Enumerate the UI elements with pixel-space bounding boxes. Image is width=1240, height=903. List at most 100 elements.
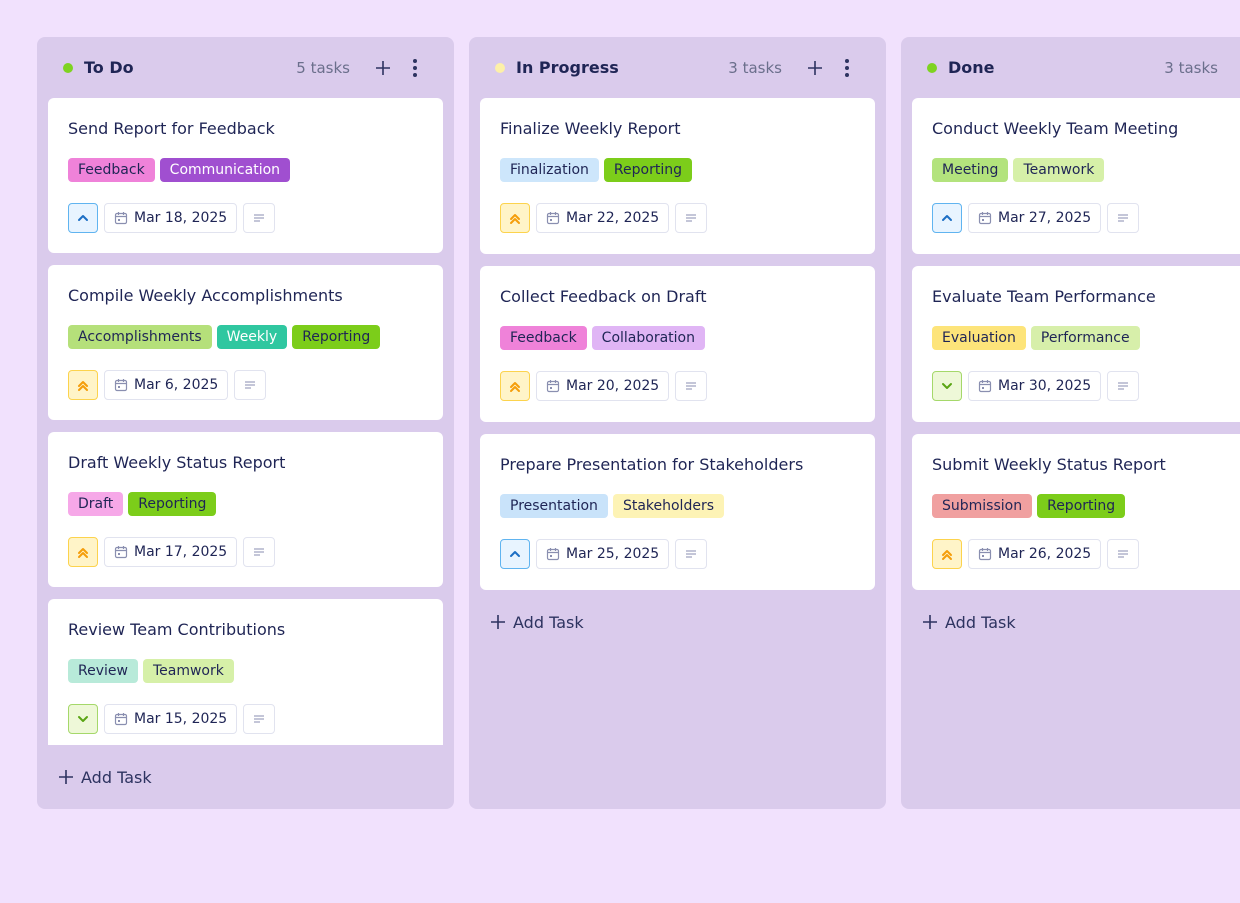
task-count: 3 tasks bbox=[728, 58, 782, 77]
column-header: To Do 5 tasks bbox=[48, 37, 443, 98]
priority-button[interactable] bbox=[500, 203, 530, 233]
calendar-icon bbox=[978, 548, 992, 561]
plus-icon bbox=[59, 770, 73, 784]
priority-button[interactable] bbox=[500, 371, 530, 401]
description-button[interactable] bbox=[1107, 539, 1140, 569]
task-card[interactable]: Finalize Weekly Report Finalization Repor… bbox=[480, 98, 875, 254]
description-icon bbox=[1118, 550, 1129, 558]
due-date-button[interactable]: Mar 6, 2025 bbox=[104, 370, 229, 400]
task-list[interactable]: Finalize Weekly Report Finalization Repor… bbox=[480, 98, 875, 590]
task-title: Prepare Presentation for Stakeholders bbox=[500, 455, 804, 474]
task-title: Collect Feedback on Draft bbox=[500, 287, 707, 306]
tag: Evaluation bbox=[932, 326, 1026, 350]
priority-button[interactable] bbox=[932, 203, 962, 233]
task-card[interactable]: Collect Feedback on Draft Feedback Collab… bbox=[480, 266, 875, 422]
tag: Finalization bbox=[500, 158, 599, 182]
description-button[interactable] bbox=[675, 539, 708, 569]
description-button[interactable] bbox=[675, 203, 708, 233]
description-icon bbox=[254, 214, 265, 222]
tag: Feedback bbox=[500, 326, 587, 350]
task-card[interactable]: Review Team Contributions Review Teamwork… bbox=[48, 599, 443, 745]
tag: Teamwork bbox=[1013, 158, 1105, 182]
task-footer: Mar 15, 2025 bbox=[68, 704, 423, 734]
add-task-label: Add Task bbox=[81, 767, 152, 787]
task-card[interactable]: Submit Weekly Status Report Submission Re… bbox=[912, 434, 1240, 590]
task-card[interactable]: Prepare Presentation for Stakeholders Pr… bbox=[480, 434, 875, 590]
column-title: In Progress bbox=[516, 58, 619, 77]
priority-button[interactable] bbox=[500, 539, 530, 569]
description-button[interactable] bbox=[243, 203, 276, 233]
task-title: Send Report for Feedback bbox=[68, 119, 275, 138]
tag: Presentation bbox=[500, 494, 608, 518]
tag-list: Submission Reporting bbox=[932, 494, 1220, 518]
priority-high-icon bbox=[78, 381, 88, 391]
due-date-button[interactable]: Mar 22, 2025 bbox=[536, 203, 670, 233]
calendar-icon bbox=[978, 212, 992, 225]
description-button[interactable] bbox=[243, 537, 276, 567]
calendar-icon bbox=[114, 379, 128, 392]
due-date: Mar 22, 2025 bbox=[566, 210, 660, 226]
tag: Submission bbox=[932, 494, 1033, 518]
due-date-button[interactable]: Mar 30, 2025 bbox=[968, 371, 1102, 401]
description-icon bbox=[245, 381, 256, 389]
add-task-button[interactable]: Add Task bbox=[48, 745, 443, 809]
task-list[interactable]: Send Report for Feedback Feedback Communi… bbox=[48, 98, 443, 745]
tag-list: Feedback Communication bbox=[68, 158, 423, 182]
add-task-button[interactable]: Add Task bbox=[480, 590, 875, 654]
description-button[interactable] bbox=[675, 371, 708, 401]
task-card[interactable]: Evaluate Team Performance Evaluation Perf… bbox=[912, 266, 1240, 422]
add-task-icon-button[interactable] bbox=[802, 55, 828, 81]
priority-button[interactable] bbox=[68, 537, 98, 567]
more-options-icon[interactable] bbox=[402, 55, 428, 81]
column-header: In Progress 3 tasks bbox=[480, 37, 875, 98]
description-button[interactable] bbox=[243, 704, 276, 734]
task-title: Submit Weekly Status Report bbox=[932, 455, 1166, 474]
add-task-button[interactable]: Add Task bbox=[912, 590, 1240, 654]
task-card[interactable]: Conduct Weekly Team Meeting Meeting Teamw… bbox=[912, 98, 1240, 254]
description-button[interactable] bbox=[1107, 203, 1140, 233]
due-date-button[interactable]: Mar 20, 2025 bbox=[536, 371, 670, 401]
tag-list: Draft Reporting bbox=[68, 492, 423, 516]
calendar-icon bbox=[114, 546, 128, 559]
add-task-icon-button[interactable] bbox=[370, 55, 396, 81]
due-date-button[interactable]: Mar 17, 2025 bbox=[104, 537, 238, 567]
tag: Reporting bbox=[1037, 494, 1126, 518]
priority-button[interactable] bbox=[932, 371, 962, 401]
tag-list: Review Teamwork bbox=[68, 659, 423, 683]
priority-medium-icon bbox=[78, 215, 88, 221]
plus-icon bbox=[923, 615, 937, 629]
description-icon bbox=[254, 715, 265, 723]
due-date-button[interactable]: Mar 18, 2025 bbox=[104, 203, 238, 233]
priority-button[interactable] bbox=[68, 704, 98, 734]
due-date: Mar 20, 2025 bbox=[566, 378, 660, 394]
priority-medium-icon bbox=[510, 551, 520, 557]
task-list[interactable]: Conduct Weekly Team Meeting Meeting Teamw… bbox=[912, 98, 1240, 590]
more-options-icon[interactable] bbox=[834, 55, 860, 81]
due-date-button[interactable]: Mar 27, 2025 bbox=[968, 203, 1102, 233]
tag-list: Accomplishments Weekly Reporting bbox=[68, 325, 423, 349]
priority-button[interactable] bbox=[68, 370, 98, 400]
task-card[interactable]: Send Report for Feedback Feedback Communi… bbox=[48, 98, 443, 253]
task-title: Finalize Weekly Report bbox=[500, 119, 681, 138]
tag: Communication bbox=[159, 158, 291, 182]
description-button[interactable] bbox=[234, 370, 267, 400]
priority-low-icon bbox=[78, 716, 88, 722]
priority-button[interactable] bbox=[68, 203, 98, 233]
calendar-icon bbox=[114, 212, 128, 225]
task-card[interactable]: Draft Weekly Status Report Draft Reportin… bbox=[48, 432, 443, 587]
priority-button[interactable] bbox=[932, 539, 962, 569]
task-card[interactable]: Compile Weekly Accomplishments Accomplis… bbox=[48, 265, 443, 420]
tag: Reporting bbox=[292, 325, 381, 349]
due-date-button[interactable]: Mar 26, 2025 bbox=[968, 539, 1102, 569]
tag-list: Evaluation Performance bbox=[932, 326, 1220, 350]
tag: Accomplishments bbox=[68, 325, 212, 349]
due-date-button[interactable]: Mar 15, 2025 bbox=[104, 704, 238, 734]
tag: Review bbox=[68, 659, 138, 683]
description-button[interactable] bbox=[1107, 371, 1140, 401]
task-title: Evaluate Team Performance bbox=[932, 287, 1156, 306]
add-task-label: Add Task bbox=[945, 612, 1016, 632]
due-date: Mar 6, 2025 bbox=[134, 377, 219, 393]
due-date-button[interactable]: Mar 25, 2025 bbox=[536, 539, 670, 569]
column-in-progress: In Progress 3 tasks Finalize Weekly Repo… bbox=[469, 37, 886, 809]
calendar-icon bbox=[546, 548, 560, 561]
